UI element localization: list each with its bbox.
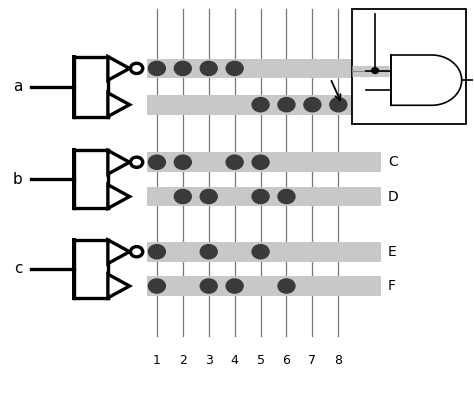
Bar xyxy=(147,276,381,296)
Circle shape xyxy=(130,247,143,257)
Bar xyxy=(147,58,381,78)
Polygon shape xyxy=(391,55,462,105)
Circle shape xyxy=(278,189,295,204)
Bar xyxy=(147,242,381,262)
Circle shape xyxy=(174,189,191,204)
Text: 7: 7 xyxy=(309,354,317,367)
Text: F: F xyxy=(388,279,396,293)
Circle shape xyxy=(226,61,243,75)
Circle shape xyxy=(252,98,269,112)
Circle shape xyxy=(130,157,143,168)
Polygon shape xyxy=(108,57,129,80)
Circle shape xyxy=(278,98,295,112)
Circle shape xyxy=(372,68,378,73)
Circle shape xyxy=(252,245,269,259)
Circle shape xyxy=(200,245,217,259)
Circle shape xyxy=(330,98,347,112)
Text: E: E xyxy=(388,245,397,259)
Text: D: D xyxy=(388,189,399,204)
Polygon shape xyxy=(108,274,129,298)
Circle shape xyxy=(278,279,295,293)
Bar xyxy=(147,187,381,206)
Bar xyxy=(353,9,465,123)
Bar xyxy=(147,95,381,114)
Circle shape xyxy=(200,189,217,204)
Text: 8: 8 xyxy=(334,354,342,367)
Polygon shape xyxy=(108,185,129,208)
Polygon shape xyxy=(108,240,129,264)
Text: c: c xyxy=(14,261,23,276)
Circle shape xyxy=(226,155,243,170)
Circle shape xyxy=(148,61,165,75)
Circle shape xyxy=(200,279,217,293)
Circle shape xyxy=(130,63,143,73)
Circle shape xyxy=(252,189,269,204)
Circle shape xyxy=(174,61,191,75)
Text: 2: 2 xyxy=(179,354,187,367)
Text: 6: 6 xyxy=(283,354,291,367)
Circle shape xyxy=(252,155,269,170)
Text: C: C xyxy=(388,155,398,169)
Text: B: B xyxy=(388,98,397,112)
Circle shape xyxy=(148,279,165,293)
Circle shape xyxy=(200,61,217,75)
Text: b: b xyxy=(13,172,23,187)
Circle shape xyxy=(226,279,243,293)
Text: 5: 5 xyxy=(256,354,264,367)
Text: A: A xyxy=(388,62,397,75)
Circle shape xyxy=(174,155,191,170)
Text: 1: 1 xyxy=(153,354,161,367)
Circle shape xyxy=(304,98,321,112)
Text: 4: 4 xyxy=(231,354,238,367)
Polygon shape xyxy=(108,93,129,116)
Bar xyxy=(147,152,381,172)
Text: a: a xyxy=(13,79,23,94)
Polygon shape xyxy=(108,150,129,174)
Text: 3: 3 xyxy=(205,354,213,367)
Circle shape xyxy=(148,245,165,259)
Circle shape xyxy=(148,155,165,170)
